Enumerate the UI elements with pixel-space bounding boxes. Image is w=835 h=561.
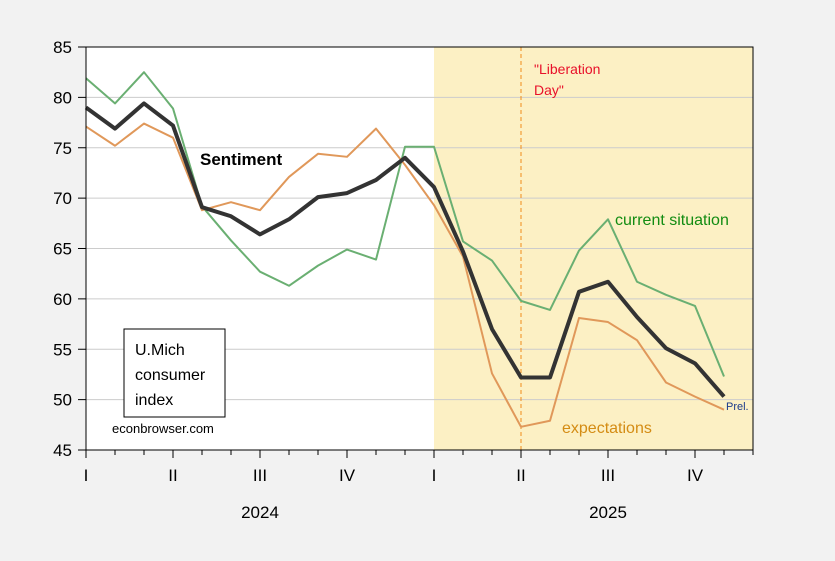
y-tick-label: 45 [53, 441, 72, 460]
legend-box [123, 328, 226, 418]
x-tick-label: IV [339, 466, 356, 485]
series-line-expectations [85, 122, 725, 428]
current-situation-label: current situation [615, 212, 729, 229]
x-tick-label: III [601, 466, 615, 485]
box-line-2: consumer [135, 367, 206, 384]
y-tick-label: 75 [53, 139, 72, 158]
year-label: 2024 [241, 503, 279, 522]
box-line-3: index [135, 392, 173, 409]
y-tick-label: 70 [53, 189, 72, 208]
series-line-sentiment [84, 101, 726, 398]
x-tick-label: IV [687, 466, 704, 485]
y-tick-label: 65 [53, 240, 72, 259]
sentiment-label: Sentiment [200, 150, 283, 169]
prel-label: Prel. [726, 401, 749, 413]
y-tick-label: 85 [53, 38, 72, 57]
expectations-label: expectations [562, 420, 652, 437]
year-label: 2025 [589, 503, 627, 522]
x-tick-label: II [168, 466, 177, 485]
y-tick-label: 55 [53, 340, 72, 359]
liberation-day-label-1: "Liberation [534, 61, 600, 77]
y-tick-label: 50 [53, 391, 72, 410]
x-tick-label: I [432, 466, 437, 485]
x-tick-label: III [253, 466, 267, 485]
x-tick-label: I [84, 466, 89, 485]
y-tick-label: 80 [53, 88, 72, 107]
y-tick-label: 60 [53, 290, 72, 309]
box-line-1: U.Mich [135, 342, 185, 359]
x-tick-label: II [516, 466, 525, 485]
source-label: econbrowser.com [112, 421, 214, 436]
liberation-day-label-2: Day" [534, 82, 564, 98]
series-line-current-situation [85, 71, 725, 377]
